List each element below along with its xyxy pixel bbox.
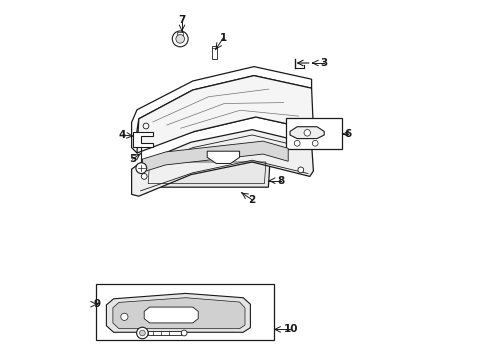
Circle shape [143,123,149,129]
Circle shape [141,174,147,179]
Text: 8: 8 [277,176,285,186]
Text: 1: 1 [220,33,227,43]
Bar [176,32,183,35]
Text: 9: 9 [93,299,100,309]
Bar [286,118,342,149]
Circle shape [181,330,187,336]
Circle shape [140,330,145,336]
Polygon shape [132,67,314,153]
Circle shape [298,167,304,173]
Bar [148,331,180,335]
Polygon shape [144,307,198,323]
Circle shape [294,140,300,146]
Text: 3: 3 [320,58,328,68]
Circle shape [298,120,304,126]
Circle shape [304,130,311,136]
Text: 7: 7 [178,15,186,25]
Text: 5: 5 [129,154,136,164]
Polygon shape [133,132,153,147]
Bar [212,46,217,59]
Circle shape [136,163,147,174]
Polygon shape [143,141,288,172]
Text: 2: 2 [248,195,256,205]
Polygon shape [290,127,324,139]
Circle shape [137,327,148,339]
Circle shape [172,31,188,47]
Circle shape [121,313,128,320]
Text: 4: 4 [119,130,126,140]
Polygon shape [137,76,314,153]
Circle shape [176,35,185,43]
Polygon shape [113,298,245,329]
Text: 6: 6 [344,129,351,139]
Polygon shape [132,130,314,196]
Polygon shape [207,151,240,163]
Polygon shape [144,158,270,187]
Text: 10: 10 [284,324,298,334]
Polygon shape [106,293,250,332]
Circle shape [312,140,318,146]
Bar [96,284,274,340]
